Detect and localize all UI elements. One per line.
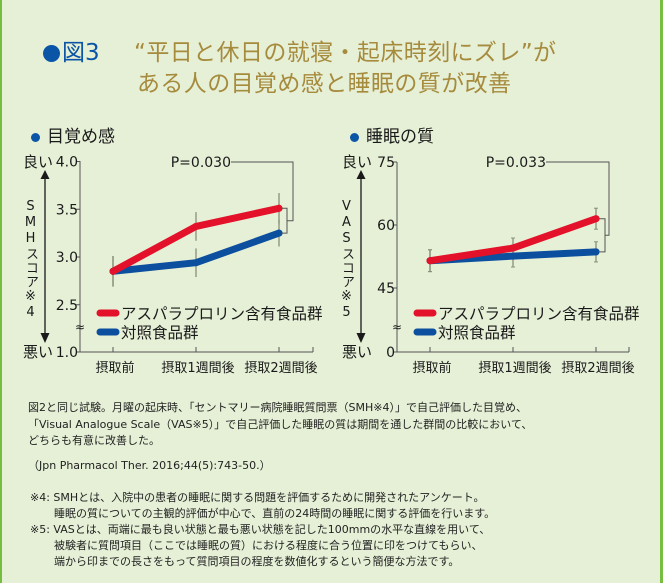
figure-title-line-1: “平日と休日の就寝・起床時刻にズレ”が: [134, 40, 557, 66]
footnote-line: 睡眠の質についての主観的評価が中心で、直前の24時間の睡眠に関する評価を行います…: [54, 507, 496, 520]
data-point: [509, 252, 517, 260]
legend-label: 対照食品群: [121, 324, 199, 342]
description-line: どちらも有意に改善した。: [28, 434, 160, 447]
footnote-line: 端から印までの長さをもって質問項目の程度を数値化するという簡便な方法です。: [54, 555, 460, 568]
y-tick-label: 60: [377, 218, 395, 234]
y-tick-label: 45: [377, 281, 395, 297]
legend-label: 対照食品群: [438, 324, 516, 342]
footnote-line: SMHとは、入院中の患者の睡眠に関する問題を評価するために開発されたアンケート。: [53, 491, 485, 504]
chart-title-sleep-quality: 睡眠の質: [366, 127, 434, 147]
footnote-4: ※4: SMHとは、入院中の患者の睡眠に関する問題を評価するために開発されたアン…: [30, 490, 495, 522]
data-point: [509, 244, 517, 252]
p-value-label: P=0.033: [486, 155, 546, 171]
x-category-label: 摂取1週間後: [478, 360, 551, 376]
chart-title-wakefulness: 目覚め感: [47, 127, 115, 147]
footnotes: ※4: SMHとは、入院中の患者の睡眠に関する問題を評価するために開発されたアン…: [30, 490, 495, 570]
footnote-mark: ※5:: [30, 523, 54, 536]
p-value-label: P=0.030: [171, 155, 231, 171]
footnote-mark: ※4:: [30, 491, 54, 504]
y-bottom-label: 悪い: [23, 343, 54, 361]
footnote-line: VASとは、両端に最も良い状態と最も悪い状態を記した100mmの水平な直線を用い…: [53, 523, 491, 536]
data-point: [109, 267, 117, 275]
significance-bracket: [546, 161, 610, 253]
figure-title-line-2: ある人の目覚め感と睡眠の質が改善: [137, 71, 512, 97]
legend-label: アスパラプロリン含有食品群: [121, 305, 323, 323]
data-point: [192, 259, 200, 267]
data-point: [592, 248, 600, 256]
x-category-label: 摂取2週間後: [561, 360, 634, 376]
y-tick-label: 75: [377, 155, 395, 171]
x-category-label: 摂取1週間後: [161, 360, 234, 376]
y-tick-label: 0: [386, 345, 395, 361]
arrow-down-icon: [356, 333, 366, 343]
footnote-5: ※5: VASとは、両端に最も良い状態と最も悪い状態を記した100mmの水平な直…: [30, 522, 495, 570]
data-point: [592, 215, 600, 223]
figure-description: 図2と同じ試験。月曜の起床時、「セントマリー病院睡眠質問票（SMH※4）」で自己…: [28, 400, 532, 450]
y-top-label: 良い: [23, 153, 54, 171]
x-category-label: 摂取2週間後: [244, 360, 317, 376]
significance-bracket: [231, 161, 294, 234]
y-tick-label: 3.5: [56, 202, 78, 218]
y-top-label: 良い: [342, 153, 373, 171]
section-bullet-icon: [350, 133, 359, 142]
axis-break-symbol: ≈: [392, 320, 402, 334]
data-point: [426, 257, 434, 265]
y-tick-label: 3.0: [56, 250, 78, 266]
figure-label: 図3: [62, 40, 100, 66]
figure-bullet-icon: [43, 45, 60, 62]
data-point: [275, 204, 283, 212]
x-category-label: 摂取前: [412, 360, 451, 376]
arrow-up-icon: [40, 170, 50, 179]
footnote-line: 被験者に質問項目（ここでは睡眠の質）における程度に合う位置に印をつけてもらい、: [54, 539, 483, 552]
y-axis-label: SMHスコア※4: [23, 199, 38, 321]
x-category-label: 摂取前: [95, 360, 134, 376]
y-tick-label: 4.0: [56, 155, 78, 171]
axis-break-symbol: ≈: [75, 320, 85, 334]
description-line: 図2と同じ試験。月曜の起床時、「セントマリー病院睡眠質問票（SMH※4）」で自己…: [28, 401, 527, 414]
y-bottom-label: 悪い: [342, 343, 373, 361]
legend-label: アスパラプロリン含有食品群: [438, 305, 640, 323]
y-tick-label: 1.0: [56, 345, 78, 361]
y-axis-label: VASスコア※5: [339, 199, 354, 321]
section-bullet-icon: [31, 133, 40, 142]
y-tick-label: 2.5: [56, 298, 78, 314]
description-line: 「Visual Analogue Scale（VAS※5）」で自己評価した睡眠の…: [28, 417, 533, 431]
data-point: [192, 222, 200, 230]
reference-citation: （Jpn Pharmacol Ther. 2016;44(5):743-50.）: [28, 459, 271, 472]
arrow-down-icon: [40, 333, 50, 343]
data-point: [275, 229, 283, 237]
arrow-up-icon: [356, 170, 366, 179]
